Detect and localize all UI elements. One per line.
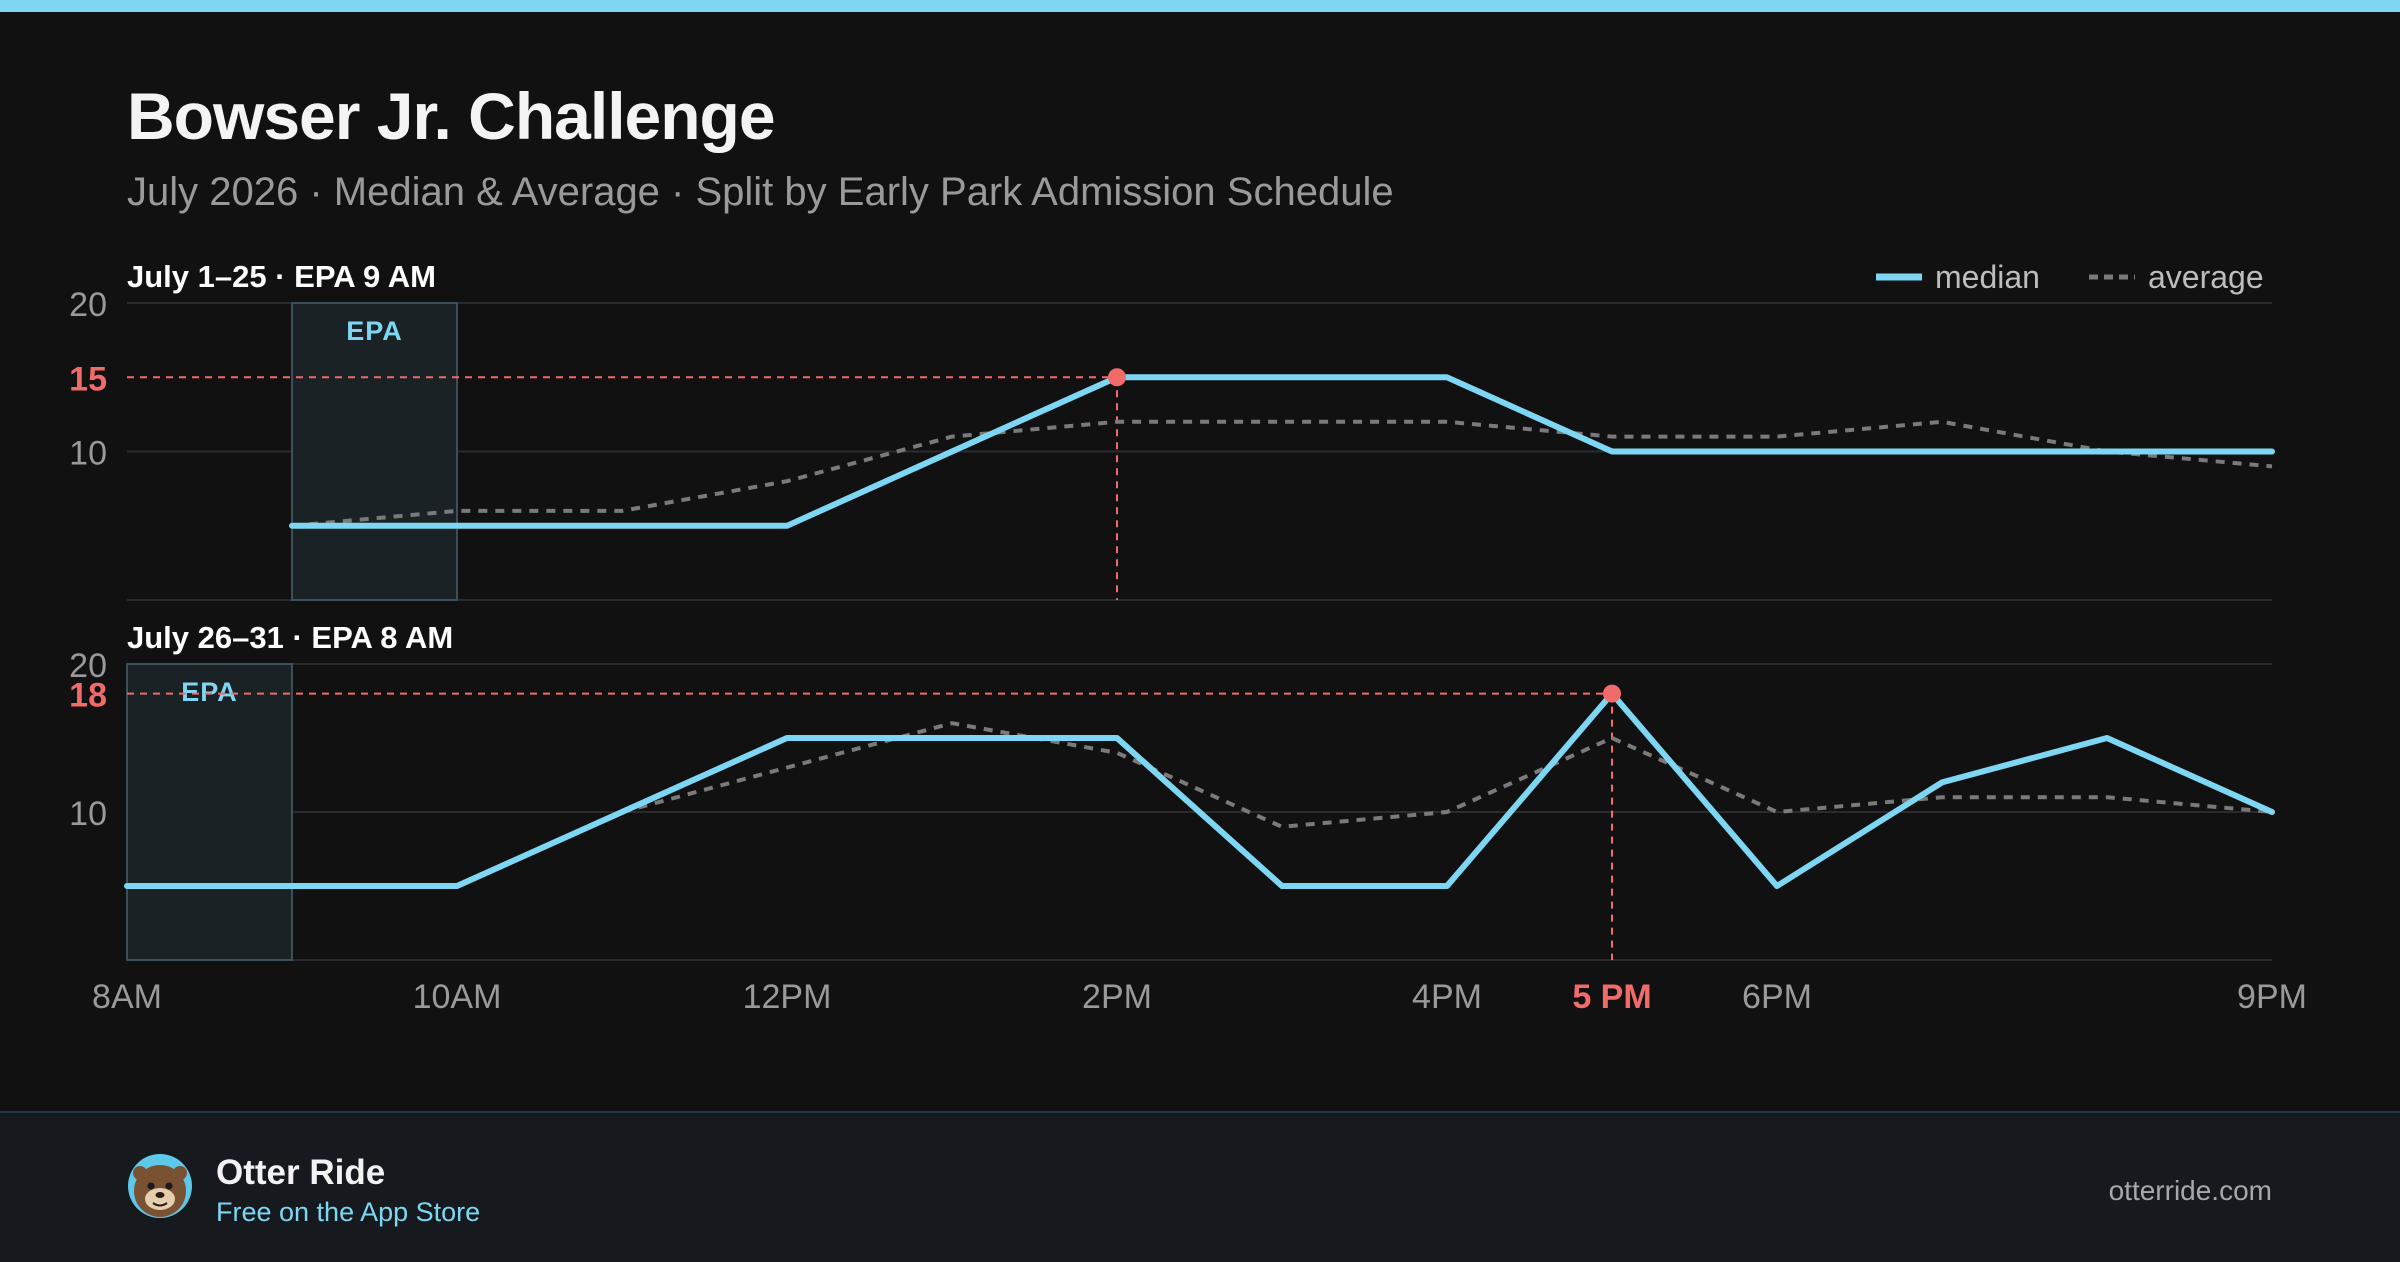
x-tick-label: 6PM: [1742, 978, 1812, 1016]
average-line: [621, 721, 2273, 829]
x-tick-label: 8AM: [92, 978, 162, 1016]
y-tick-label: 10: [69, 435, 107, 473]
peak-y-label: 15: [69, 360, 107, 398]
chart-subtitle: July 2026 · Median & Average · Split by …: [127, 170, 1394, 214]
y-tick-label: 20: [69, 647, 107, 685]
peak-marker: [1108, 368, 1126, 387]
x-tick-label: 4PM: [1412, 978, 1482, 1016]
y-tick-label: 10: [69, 795, 107, 833]
peak-y-label: 18: [69, 677, 107, 715]
peak-marker: [1603, 684, 1621, 703]
median-line: [289, 374, 2275, 529]
x-tick-label: 9PM: [2237, 978, 2307, 1016]
website-link[interactable]: otterride.com: [2108, 1175, 2272, 1206]
legend-median-label: median: [1935, 259, 2040, 295]
legend-average-label: average: [2148, 259, 2264, 295]
panel-label: July 26–31 · EPA 8 AM: [127, 620, 453, 655]
x-tick-label: 10AM: [413, 978, 502, 1016]
epa-label: EPA: [181, 677, 238, 707]
chart-title: Bowser Jr. Challenge: [127, 79, 776, 153]
panel-label: July 1–25 · EPA 9 AM: [127, 259, 436, 294]
average-line: [291, 419, 2273, 528]
epa-label: EPA: [346, 316, 403, 346]
app-name: Otter Ride: [216, 1153, 386, 1192]
x-tick-label: 2PM: [1082, 978, 1152, 1016]
x-tick-label: 12PM: [743, 978, 832, 1016]
top-accent-bar: [0, 0, 2400, 12]
median-line: [124, 690, 2275, 889]
wait-time-chart: 10 20 July 1–25 · EPA 9 AM EPA 15 10 20 July 26…: [69, 259, 2307, 1016]
peak-x-label: 5 PM: [1572, 978, 1651, 1016]
y-tick-label: 20: [69, 286, 107, 324]
epa-window: [291, 302, 458, 601]
footer: Otter Ride Free on the App Store otterri…: [0, 1111, 2400, 1262]
epa-window: [126, 663, 293, 961]
otter-avatar-icon: [128, 1154, 192, 1218]
app-store-link[interactable]: Free on the App Store: [216, 1197, 481, 1227]
